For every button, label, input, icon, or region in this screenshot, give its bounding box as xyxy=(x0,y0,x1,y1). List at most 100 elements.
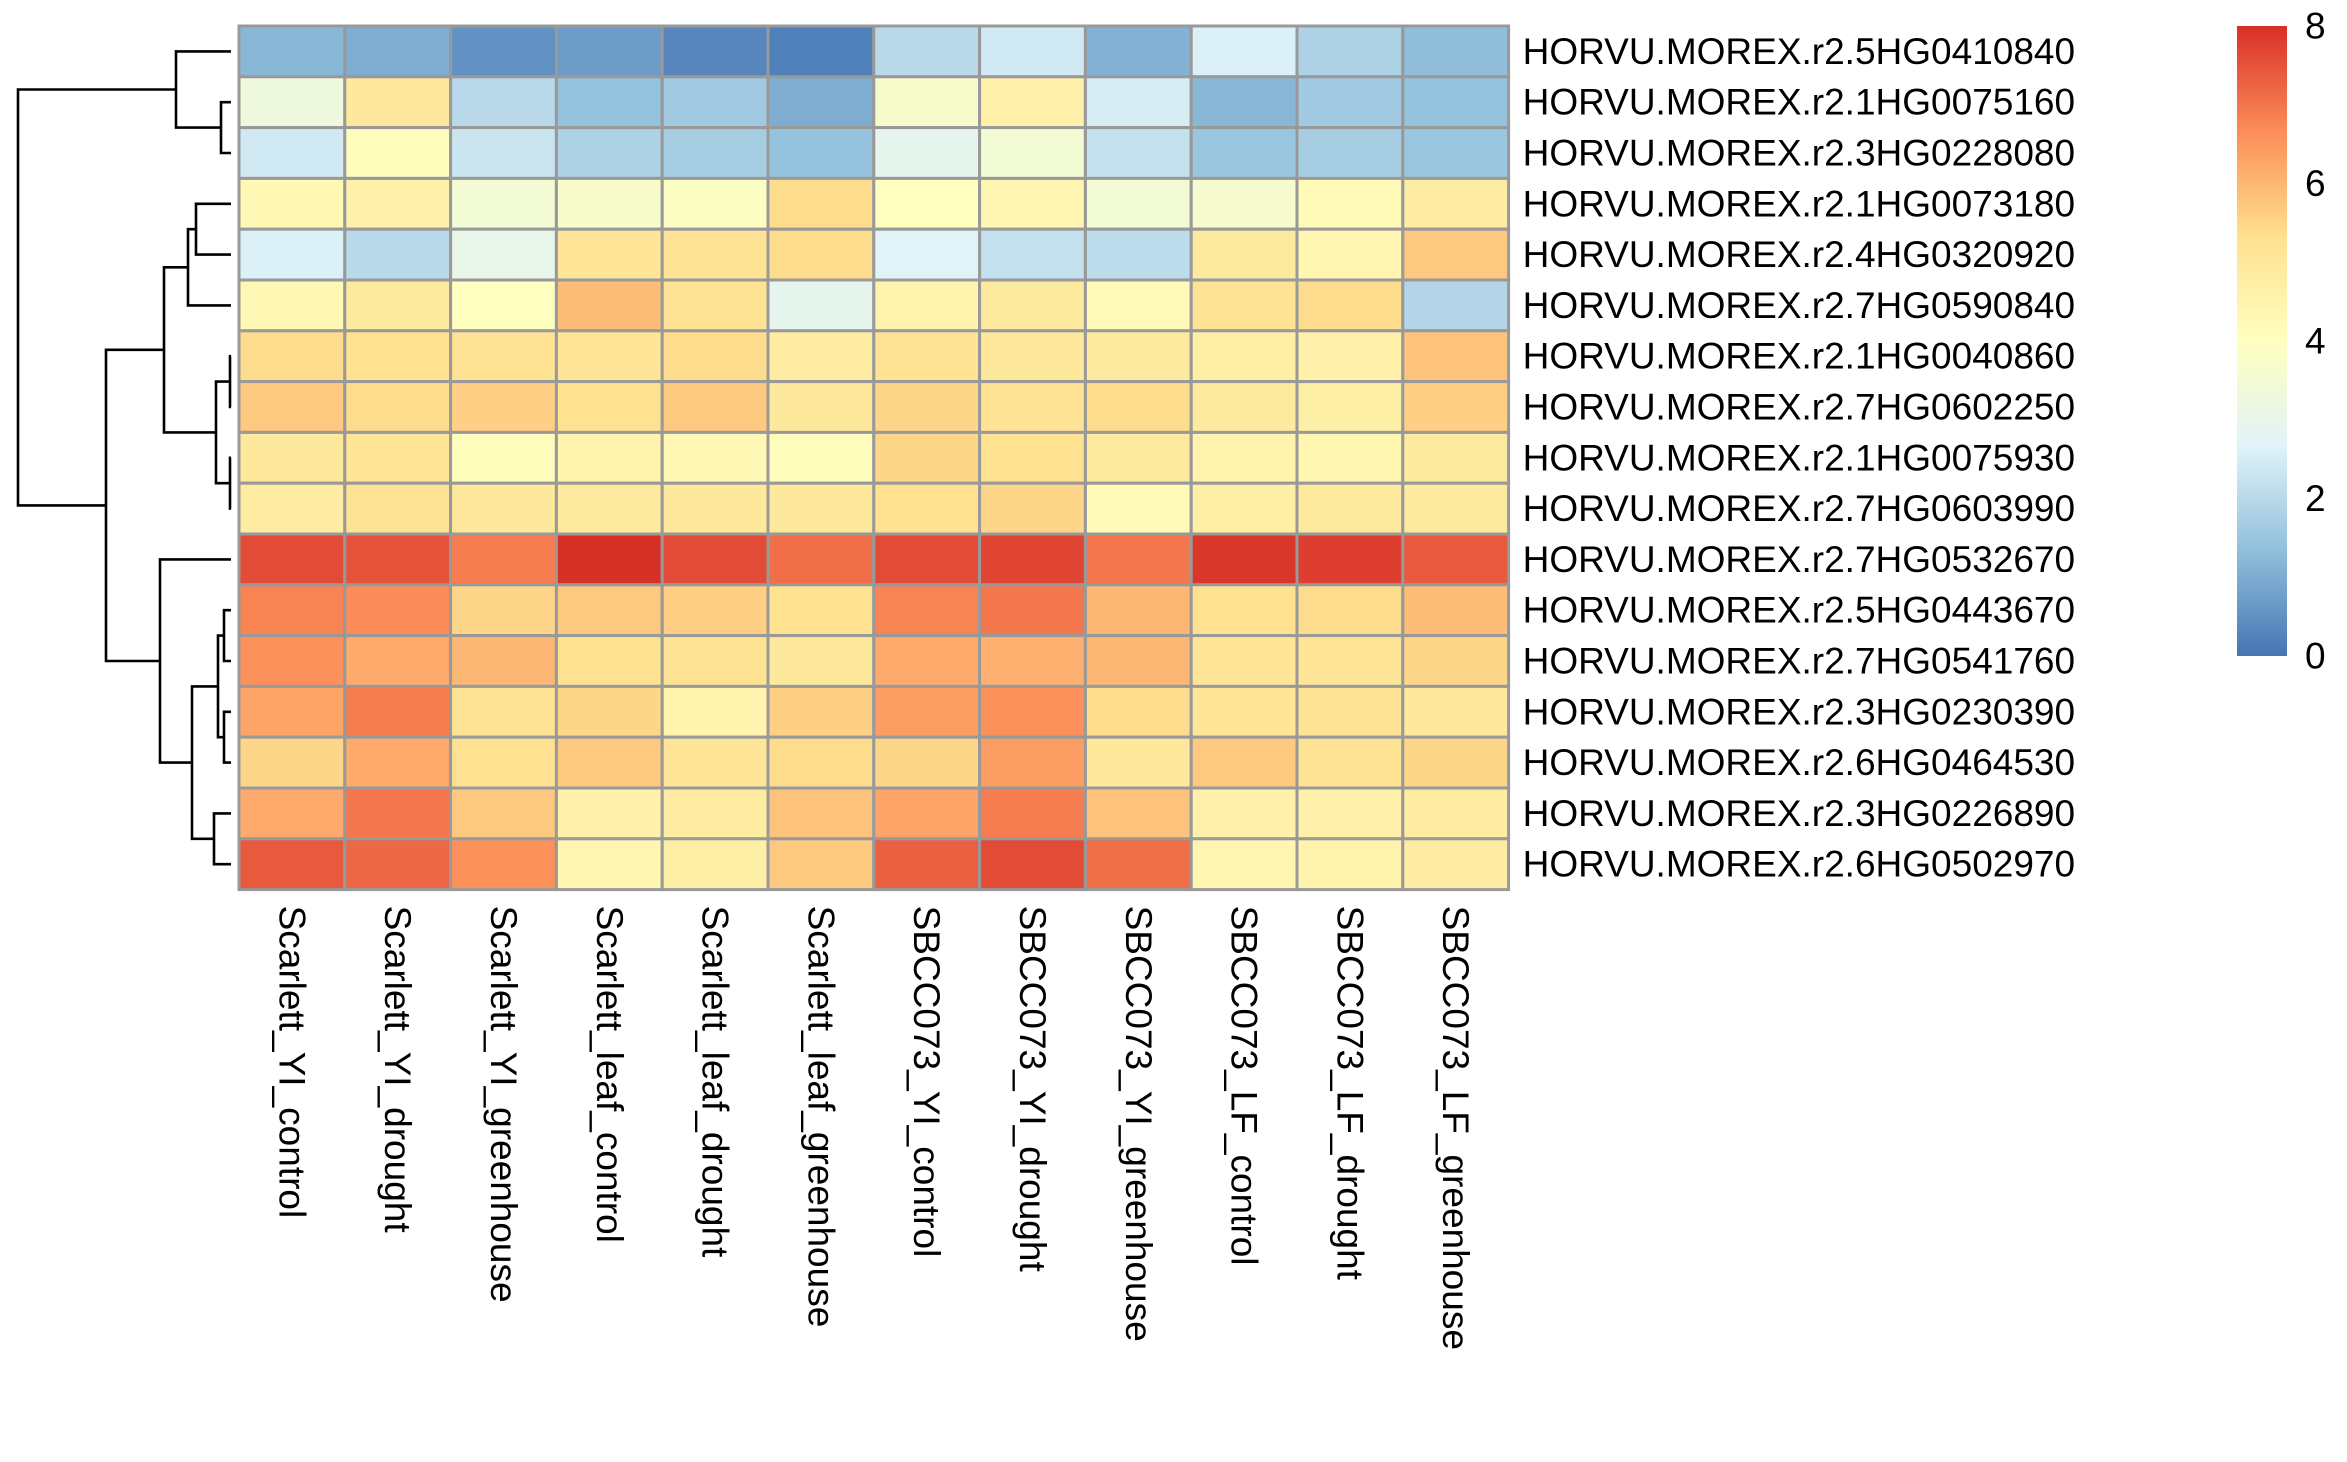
heatmap-cell xyxy=(449,176,558,231)
heatmap-cell xyxy=(766,24,876,79)
heatmap-cell xyxy=(978,430,1087,485)
heatmap-cell xyxy=(237,227,347,282)
heatmap-cell xyxy=(1295,24,1405,79)
heatmap-cell xyxy=(872,837,982,892)
heatmap-cell xyxy=(237,634,347,688)
heatmap-cell xyxy=(449,684,558,739)
dendrogram-branch xyxy=(212,812,231,866)
heatmap-cell xyxy=(872,786,982,841)
heatmap-cell xyxy=(1189,430,1299,485)
heatmap-cell xyxy=(1401,634,1511,688)
heatmap-cell xyxy=(1083,735,1193,790)
column-label: SBCC073_YI_drought xyxy=(1012,906,1053,1273)
heatmap-cell xyxy=(1189,735,1299,790)
heatmap-cell xyxy=(1189,278,1299,333)
heatmap-cell xyxy=(766,583,876,638)
heatmap-cell xyxy=(1401,24,1511,79)
heatmap-cell xyxy=(872,278,982,333)
heatmap-cell xyxy=(1295,75,1405,130)
heatmap-cell xyxy=(766,126,876,180)
heatmap-cell xyxy=(554,532,664,587)
heatmap-cell xyxy=(1295,735,1405,790)
heatmap-cell xyxy=(766,430,876,485)
heatmap-cell xyxy=(449,532,558,587)
heatmap-cell xyxy=(978,278,1087,333)
dendrogram-branch xyxy=(16,88,176,507)
dendrogram-branch xyxy=(222,608,231,663)
heatmap-cell xyxy=(237,380,347,434)
heatmap-cell xyxy=(978,634,1087,688)
heatmap-cell xyxy=(449,278,558,333)
dendrogram-branch xyxy=(228,456,232,510)
heatmap-cell xyxy=(343,481,453,536)
heatmap-cell xyxy=(1401,380,1511,434)
heatmap-cell xyxy=(343,430,453,485)
heatmap-cell xyxy=(872,583,982,638)
row-labels: HORVU.MOREX.r2.5HG0410840 HORVU.MOREX.r2.… xyxy=(1523,31,2076,885)
row-label: HORVU.MOREX.r2.7HG0532670 xyxy=(1523,539,2076,580)
heatmap-cell xyxy=(660,481,770,536)
column-labels: Scarlett_YI_control Scarlett_YI_drought Sc… xyxy=(271,906,1476,1350)
heatmap-cell xyxy=(449,837,558,892)
heatmap-cell xyxy=(872,532,982,587)
column-label: Scarlett_YI_drought xyxy=(377,906,418,1234)
color-legend-bar xyxy=(2237,26,2287,656)
dendrogram-branch xyxy=(158,558,231,764)
heatmap-cell xyxy=(343,684,453,739)
heatmap-cell xyxy=(449,735,558,790)
heatmap-cell xyxy=(1083,126,1193,180)
heatmap-cell xyxy=(978,481,1087,536)
heatmap-cell xyxy=(1295,278,1405,333)
heatmap-cell xyxy=(1189,684,1299,739)
heatmap-cell xyxy=(237,278,347,333)
heatmap-cell xyxy=(978,227,1087,282)
heatmap-cell xyxy=(872,735,982,790)
heatmap-cell xyxy=(343,75,453,130)
heatmap-cell xyxy=(343,126,453,180)
heatmap-cell xyxy=(660,532,770,587)
heatmap-cell xyxy=(660,634,770,688)
dendrogram-branch xyxy=(219,100,231,155)
heatmap-cell xyxy=(1189,583,1299,638)
heatmap-cell xyxy=(343,583,453,638)
heatmap-cell xyxy=(766,634,876,688)
heatmap-cell xyxy=(449,634,558,688)
heatmap-cell xyxy=(1083,684,1193,739)
heatmap-cell xyxy=(872,684,982,739)
heatmap-cell xyxy=(1083,176,1193,231)
heatmap-cell xyxy=(1189,532,1299,587)
heatmap-cell xyxy=(1401,684,1511,739)
heatmap-cell xyxy=(449,786,558,841)
legend-tick-label: 0 xyxy=(2305,636,2326,677)
heatmap-cell xyxy=(660,837,770,892)
dendrogram-branch xyxy=(194,202,231,256)
heatmap-cell xyxy=(872,75,982,130)
heatmap-cell xyxy=(1083,837,1193,892)
heatmap-cell xyxy=(1189,329,1299,384)
heatmap-cell xyxy=(343,24,453,79)
heatmap-cell xyxy=(237,24,347,79)
heatmap-cell xyxy=(237,176,347,231)
heatmap-cell xyxy=(766,735,876,790)
heatmap-cell xyxy=(449,75,558,130)
heatmap-cell xyxy=(660,380,770,434)
heatmap-cell xyxy=(343,837,453,892)
heatmap-cell xyxy=(660,278,770,333)
dendrogram-branch xyxy=(104,348,164,663)
heatmap-cell xyxy=(554,583,664,638)
heatmap-cell xyxy=(1083,278,1193,333)
heatmap-cell xyxy=(554,329,664,384)
heatmap-cell xyxy=(660,430,770,485)
heatmap-cell xyxy=(237,75,347,130)
heatmap-cell xyxy=(660,786,770,841)
heatmap-cell xyxy=(237,329,347,384)
dendrogram-branch xyxy=(214,380,230,485)
heatmap-cell xyxy=(237,837,347,892)
heatmap-cell xyxy=(1295,176,1405,231)
row-label: HORVU.MOREX.r2.6HG0502970 xyxy=(1523,844,2076,885)
heatmap-cell xyxy=(872,227,982,282)
row-label: HORVU.MOREX.r2.3HG0226890 xyxy=(1523,793,2076,834)
heatmap-cell xyxy=(978,329,1087,384)
heatmap-cell xyxy=(449,24,558,79)
